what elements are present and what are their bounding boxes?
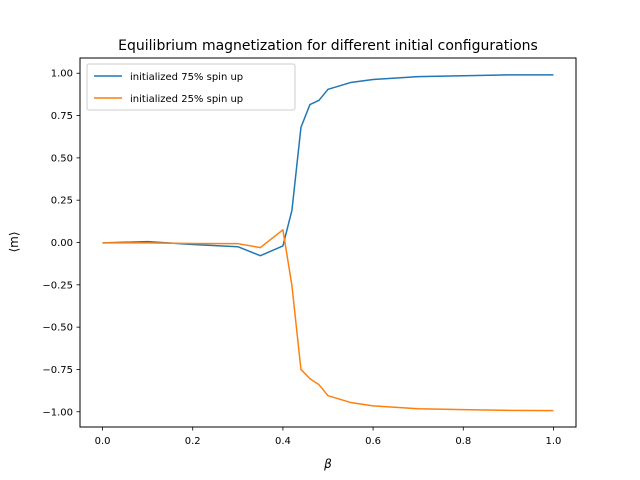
y-tick-label: −0.50 [42,323,73,334]
y-tick-label: −1.00 [42,407,73,418]
y-tick-label: −0.25 [42,280,73,291]
x-tick-label: 0.4 [275,436,291,447]
legend-label-2: initialized 25% spin up [130,94,243,105]
y-axis-label: ⟨m⟩ [7,231,21,252]
series-line-2 [102,229,554,412]
y-tick-label: −0.75 [42,365,73,376]
y-tick-label: 0.00 [51,238,73,249]
x-tick-label: 0.6 [365,436,381,447]
y-tick-label: 0.75 [51,111,73,122]
legend-label-1: initialized 75% spin up [130,72,243,83]
x-tick-label: 1.0 [546,436,562,447]
y-tick-label: 1.00 [51,69,73,80]
x-axis-label: β [323,457,332,471]
legend-box [86,63,296,111]
y-axis-ticks: −1.00 −0.75 −0.50 −0.25 0.00 0.25 0.50 0.75 1.00 [42,69,80,418]
legend: initialized 75% spin up initialized 25% s… [86,63,296,111]
chart-title: Equilibrium magnetization for different … [118,38,538,54]
x-tick-label: 0.0 [95,436,111,447]
series-line-1 [102,74,554,257]
x-axis-ticks: 0.0 0.2 0.4 0.6 0.8 1.0 [95,427,562,447]
x-tick-label: 0.2 [185,436,201,447]
x-tick-label: 0.8 [455,436,471,447]
plot-lines [102,74,554,412]
y-tick-label: 0.50 [51,153,73,164]
y-tick-label: 0.25 [51,196,73,207]
